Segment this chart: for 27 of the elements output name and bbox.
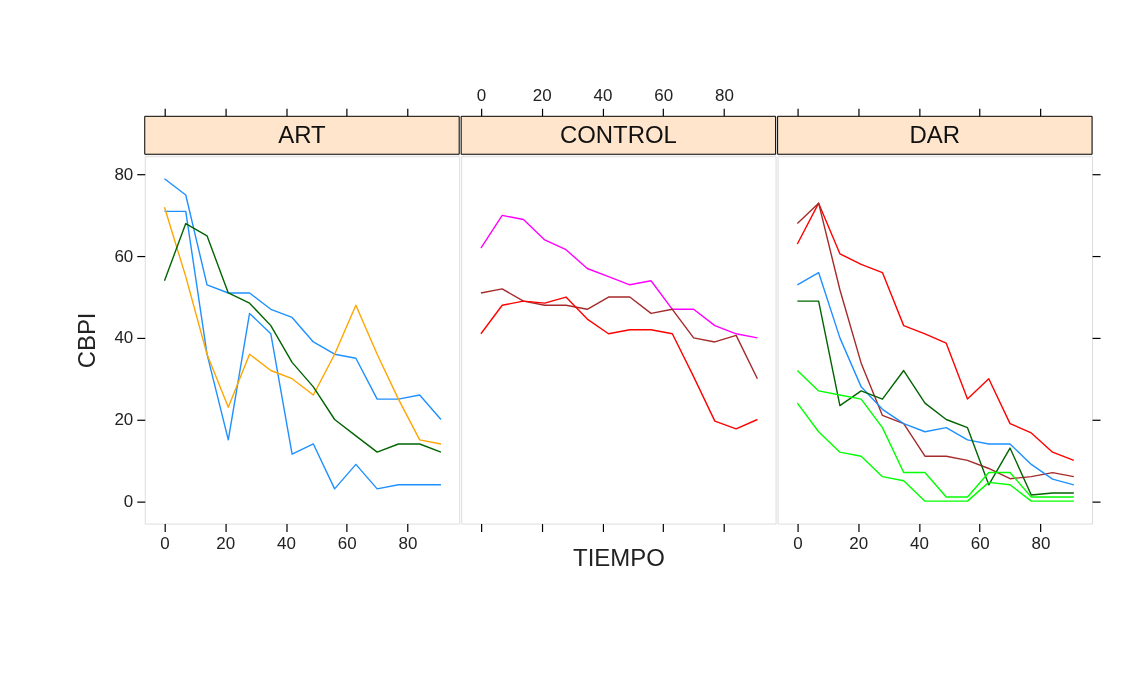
chart-title: DAR [909,121,961,149]
x-tick-label: 20 [532,85,552,105]
chart-title: ART [278,121,327,149]
y-tick-label: 60 [114,246,134,266]
y-axis-title: CBPI [73,312,101,369]
x-tick-label: 60 [970,534,990,554]
x-tick-label: 60 [654,85,674,105]
y-tick-label: 0 [123,491,134,511]
x-tick-label: 80 [398,534,418,554]
y-tick-label: 40 [114,328,134,348]
x-tick-label: 20 [849,534,869,554]
x-tick-label: 40 [277,534,296,554]
x-tick-label: 80 [1031,534,1051,554]
x-tick-label: 0 [476,85,487,105]
chart-title: CONTROL [559,121,677,149]
x-tick-label: 20 [216,534,236,554]
x-tick-label: 40 [909,534,929,554]
x-tick-label: 60 [337,534,357,554]
y-tick-label: 20 [114,409,134,429]
line-series [163,210,442,490]
line-series [163,177,442,421]
x-tick-label: 80 [715,85,734,105]
x-tick-label: 40 [593,85,613,105]
x-tick-label: 0 [793,534,803,554]
x-tick-label: 0 [160,534,170,554]
x-axis-title: TIEMPO [573,543,665,571]
y-tick-label: 80 [114,165,134,185]
